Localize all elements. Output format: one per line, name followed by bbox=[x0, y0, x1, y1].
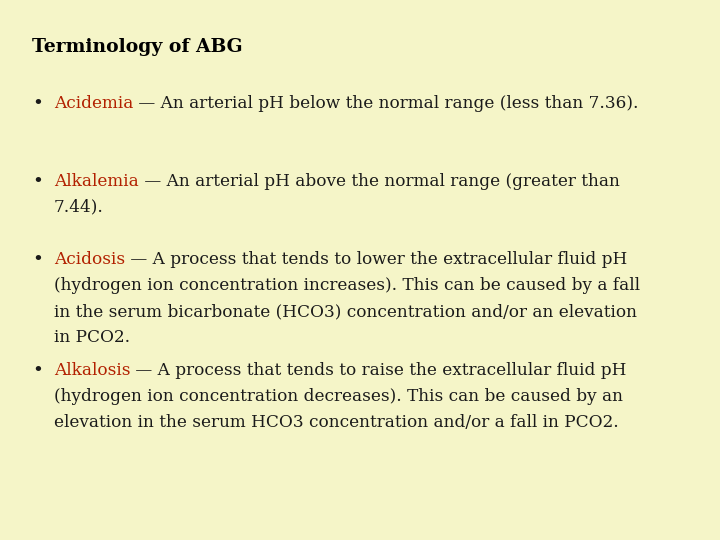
Text: in the serum bicarbonate (HCO3) concentration and/or an elevation: in the serum bicarbonate (HCO3) concentr… bbox=[54, 303, 637, 320]
Text: Terminology of ABG: Terminology of ABG bbox=[32, 38, 243, 56]
Text: •: • bbox=[32, 94, 43, 112]
Text: elevation in the serum HCO3 concentration and/or a fall in PCO2.: elevation in the serum HCO3 concentratio… bbox=[54, 414, 618, 430]
Text: •: • bbox=[32, 251, 43, 269]
Text: — An arterial pH above the normal range (greater than: — An arterial pH above the normal range … bbox=[139, 173, 620, 190]
Text: — A process that tends to lower the extracellular fluid pH: — A process that tends to lower the extr… bbox=[125, 251, 627, 268]
Text: •: • bbox=[32, 362, 43, 380]
Text: 7.44).: 7.44). bbox=[54, 199, 104, 215]
Text: Acidosis: Acidosis bbox=[54, 251, 125, 268]
Text: — A process that tends to raise the extracellular fluid pH: — A process that tends to raise the extr… bbox=[130, 362, 627, 379]
Text: (hydrogen ion concentration increases). This can be caused by a fall: (hydrogen ion concentration increases). … bbox=[54, 277, 640, 294]
Text: — An arterial pH below the normal range (less than 7.36).: — An arterial pH below the normal range … bbox=[133, 94, 639, 111]
Text: (hydrogen ion concentration decreases). This can be caused by an: (hydrogen ion concentration decreases). … bbox=[54, 388, 623, 404]
Text: Alkalosis: Alkalosis bbox=[54, 362, 130, 379]
Text: •: • bbox=[32, 173, 43, 191]
Text: in PCO2.: in PCO2. bbox=[54, 329, 130, 346]
Text: Acidemia: Acidemia bbox=[54, 94, 133, 111]
Text: Alkalemia: Alkalemia bbox=[54, 173, 139, 190]
